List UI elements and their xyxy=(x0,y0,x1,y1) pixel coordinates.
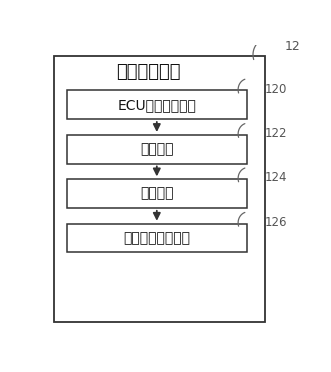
Text: 匹配确认单元: 匹配确认单元 xyxy=(117,63,181,81)
Text: 122: 122 xyxy=(265,127,287,140)
Text: 12: 12 xyxy=(285,39,301,52)
Text: 比较结果处理单元: 比较结果处理单元 xyxy=(123,231,190,245)
Text: 120: 120 xyxy=(265,83,287,96)
Text: 124: 124 xyxy=(265,171,287,185)
Bar xyxy=(54,56,264,323)
Bar xyxy=(67,179,247,208)
Bar xyxy=(67,90,247,119)
Text: 解析单元: 解析单元 xyxy=(140,142,173,156)
Bar xyxy=(67,135,247,164)
Text: 126: 126 xyxy=(265,216,287,229)
Text: 比较单元: 比较单元 xyxy=(140,187,173,201)
Bar xyxy=(67,224,247,252)
Text: ECU信息获取单元: ECU信息获取单元 xyxy=(118,98,196,112)
